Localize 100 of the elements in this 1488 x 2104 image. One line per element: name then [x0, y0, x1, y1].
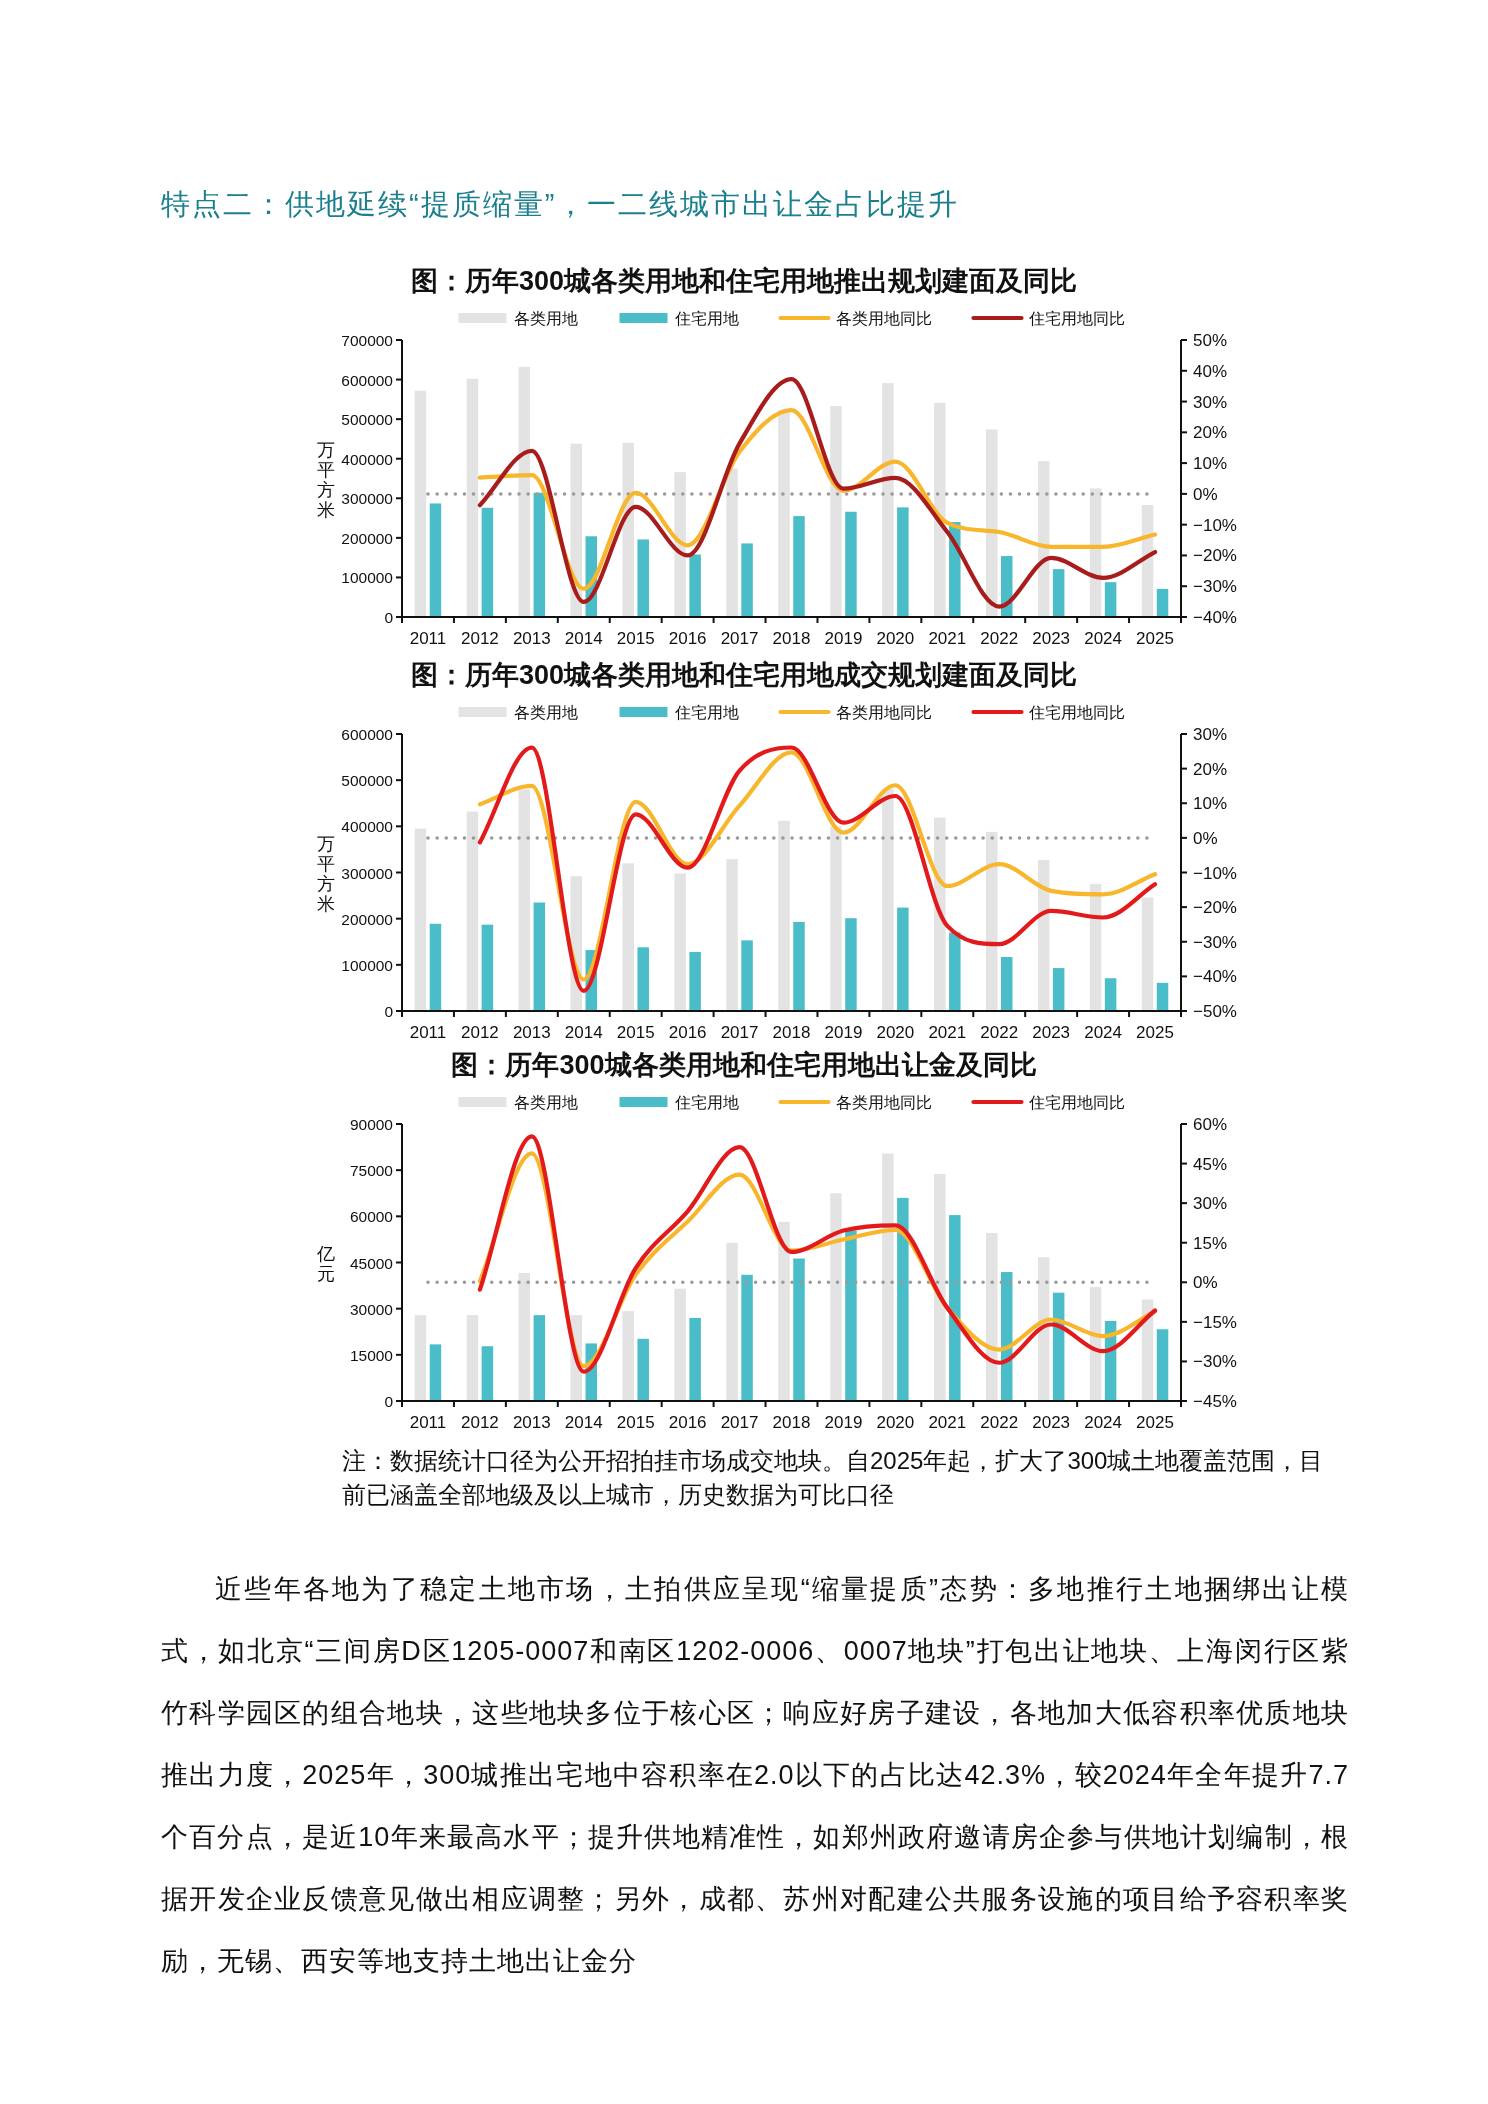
y-tick-label: 700000: [341, 332, 394, 349]
y-axis-title: 万平方米: [317, 833, 335, 914]
bar: [778, 820, 790, 1011]
bar: [466, 378, 479, 617]
y2-tick-label: 30%: [1193, 1194, 1228, 1214]
x-tick-label: 2017: [720, 629, 759, 648]
bar: [726, 1242, 738, 1401]
y2-tick-label: 10%: [1193, 794, 1228, 814]
y-tick-label: 90000: [349, 1116, 394, 1133]
bar: [1052, 569, 1065, 617]
x-tick-label: 2018: [772, 1023, 811, 1042]
x-tick-label: 2020: [876, 1413, 915, 1432]
bar: [481, 924, 494, 1011]
bar: [481, 507, 494, 617]
x-tick-label: 2019: [824, 629, 863, 648]
bar: [637, 539, 649, 617]
y-tick-label: 100000: [341, 956, 394, 974]
bar: [830, 1193, 842, 1401]
y-tick-label: 75000: [349, 1162, 394, 1180]
bar: [830, 826, 842, 1011]
bar: [897, 907, 909, 1011]
bar: [637, 947, 649, 1011]
bar: [518, 789, 531, 1011]
x-tick-label: 2015: [616, 1413, 655, 1432]
y2-tick-label: 10%: [1193, 454, 1228, 474]
x-tick-label: 2023: [1032, 1023, 1071, 1042]
y-tick-label: 0: [384, 1003, 394, 1020]
bar: [985, 429, 998, 617]
chart-title: 图：历年300城各类用地和住宅用地成交规划建面及同比: [410, 660, 1078, 690]
y-tick-label: 200000: [341, 910, 394, 928]
bar: [1104, 978, 1117, 1011]
x-tick-label: 2015: [616, 1023, 655, 1042]
y2-tick-label: 30%: [1193, 392, 1228, 412]
bar: [414, 1315, 427, 1401]
bar: [897, 507, 909, 617]
bar: [481, 1346, 494, 1401]
legend-label: 住宅用地: [673, 310, 739, 327]
chart-title: 图：历年300城各类用地和住宅用地出让金及同比: [451, 1050, 1037, 1080]
y2-tick-label: 20%: [1193, 423, 1228, 443]
y-tick-label: 300000: [341, 490, 394, 508]
bar: [637, 1338, 649, 1401]
bar: [622, 863, 634, 1011]
y-tick-label: 500000: [341, 411, 394, 429]
x-tick-label: 2011: [409, 1413, 447, 1432]
x-tick-label: 2014: [564, 1023, 603, 1042]
bar: [1052, 968, 1065, 1011]
y2-tick-label: −50%: [1193, 1002, 1237, 1021]
x-tick-label: 2021: [928, 1023, 967, 1042]
bar: [414, 390, 427, 617]
x-tick-label: 2013: [512, 1023, 551, 1042]
bar: [934, 402, 946, 617]
bar: [674, 472, 686, 617]
x-tick-label: 2025: [1136, 629, 1174, 648]
bar: [741, 940, 753, 1011]
x-tick-label: 2024: [1084, 1413, 1123, 1432]
x-tick-label: 2019: [824, 1413, 863, 1432]
legend-label: 住宅用地同比: [1027, 704, 1125, 721]
text: 注：数据统计口径为公开招拍挂市场成交地块。自2025年起，扩大了300城土地覆盖范围，目前已涵盖全部地级及以上城市，历史数据为可比口径: [342, 1446, 1325, 1510]
bar: [778, 1221, 790, 1401]
legend-label: 各类用地同比: [835, 704, 932, 721]
bar: [741, 1274, 753, 1401]
bar: [882, 383, 894, 617]
y-tick-label: 300000: [341, 864, 394, 882]
bar: [845, 511, 857, 617]
bar: [793, 1258, 805, 1401]
y-tick-label: 30000: [349, 1300, 394, 1318]
y-tick-label: 600000: [341, 371, 394, 389]
chart-title: 图：历年300城各类用地和住宅用地推出规划建面及同比: [410, 266, 1078, 296]
y2-tick-label: 50%: [1193, 331, 1228, 350]
bar: [674, 1288, 686, 1401]
bar: [533, 492, 546, 617]
y2-tick-label: −15%: [1193, 1312, 1237, 1332]
bar: [1104, 582, 1117, 617]
legend-label: 住宅用地同比: [1027, 1094, 1125, 1111]
x-tick-label: 2018: [772, 629, 811, 648]
legend-label: 各类用地同比: [835, 1094, 932, 1111]
bar: [830, 406, 842, 617]
x-tick-label: 2021: [928, 629, 967, 648]
y2-tick-label: 30%: [1193, 725, 1228, 744]
text: 近些年各地为了稳定土地市场，土拍供应呈现“缩量提质”态势：多地推行土地捆绑出让模式，如北京“三间房D区1205-0007和南区1202-0006、0007地块”打包出让地块、上海闵行区紫竹科学园区的组合地块，这些地块多位于核心区；响应好房子建设，各地加大低容积率优质地块推出力度，2025年，300城推出宅地中容积率在2.0以下的占比达42.3%，较2024年全年提升7.7个百分点，是近10年来最高水平；提升供地精准性，如郑州政府邀请房企参与供地计划编制，根据开发企业反馈意见做出相应调整；另外，成都、苏州对配建公共服务设施的项目给予容积率奖励，无锡、西安等地支持土地出让金分: [161, 1573, 1349, 1978]
x-tick-label: 2012: [460, 629, 499, 648]
bar: [1141, 897, 1154, 1011]
x-tick-label: 2015: [616, 629, 655, 648]
legend-label: 各类用地: [513, 704, 578, 721]
x-tick-label: 2017: [720, 1413, 759, 1432]
bar: [518, 1272, 531, 1401]
legend-label: 住宅用地同比: [1027, 310, 1125, 327]
y2-tick-label: −45%: [1193, 1392, 1237, 1411]
legend-label: 住宅用地: [673, 704, 739, 721]
y-tick-label: 400000: [341, 818, 394, 836]
bar: [741, 543, 753, 617]
bar: [1000, 956, 1013, 1011]
y-tick-label: 100000: [341, 569, 394, 587]
x-tick-label: 2017: [720, 1023, 759, 1042]
y-tick-label: 0: [384, 609, 394, 626]
y-axis-title: 亿元: [316, 1243, 335, 1284]
y2-tick-label: −30%: [1193, 577, 1237, 597]
legend-label: 住宅用地: [673, 1094, 739, 1111]
bar: [689, 554, 701, 617]
bar: [622, 1311, 634, 1401]
